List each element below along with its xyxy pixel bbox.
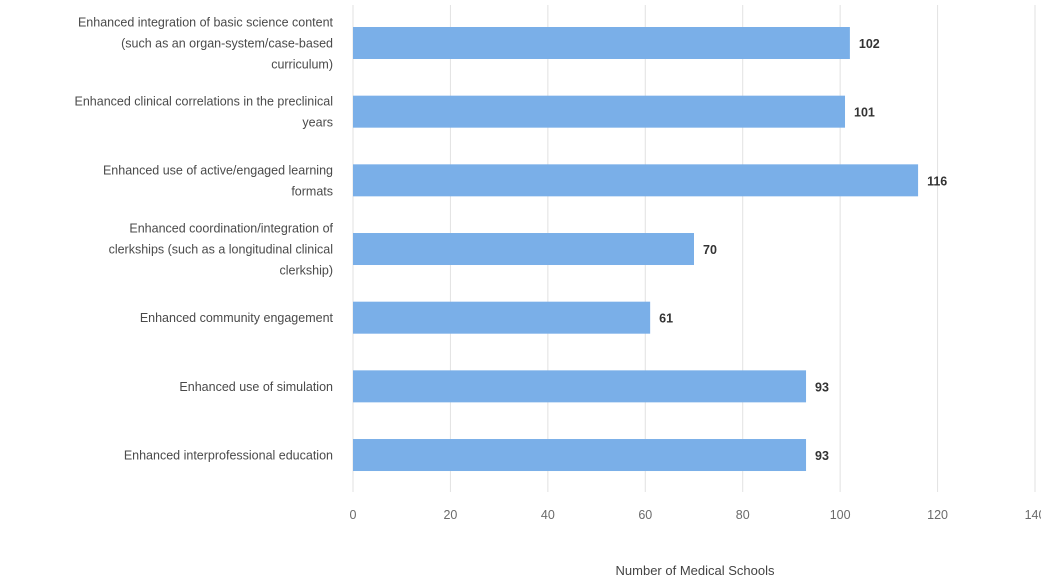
category-label-0-line-2: curriculum) [271,58,333,72]
data-label-3: 70 [703,243,717,257]
category-label-0-line-0: Enhanced integration of basic science co… [78,16,334,30]
x-axis-title: Number of Medical Schools [616,563,775,578]
bars [353,27,919,472]
bar-2 [353,164,919,197]
data-label-6: 93 [815,449,829,463]
bar-0 [353,27,850,59]
data-labels: 102 101 116 70 61 93 93 [659,37,947,463]
x-tick-label-80: 80 [736,508,750,522]
category-label-1-line-1: years [302,116,333,130]
data-label-0: 102 [859,37,880,51]
bar-1 [353,95,846,128]
category-label-1-line-0: Enhanced clinical correlations in the pr… [75,95,333,109]
category-label-0-line-1: (such as an organ-system/case-based [121,37,333,51]
category-label-3-line-2: clerkship) [280,264,334,278]
x-tick-label-120: 120 [927,508,948,522]
category-labels: Enhanced integration of basic science co… [75,16,334,463]
x-tick-label-100: 100 [830,508,851,522]
x-tick-label-60: 60 [638,508,652,522]
category-label-6-line-0: Enhanced interprofessional education [124,449,333,463]
data-label-4: 61 [659,312,673,326]
data-label-1: 101 [854,106,875,120]
x-tick-label-140: 140 [1025,508,1041,522]
x-tick-label-20: 20 [443,508,457,522]
category-label-3-line-0: Enhanced coordination/integration of [129,222,333,236]
category-label-3-line-1: clerkships (such as a longitudinal clini… [109,243,333,257]
data-label-5: 93 [815,380,829,394]
x-tick-label-0: 0 [350,508,357,522]
category-label-4-line-0: Enhanced community engagement [140,311,334,325]
category-label-5-line-0: Enhanced use of simulation [179,380,333,394]
bar-5 [353,370,807,403]
x-axis-ticks: 0 20 40 60 80 100 120 140 [350,508,1041,522]
data-label-2: 116 [927,174,947,188]
bar-3 [353,233,694,266]
bar-4 [353,301,651,334]
category-label-2-line-0: Enhanced use of active/engaged learning [103,163,333,177]
x-tick-label-40: 40 [541,508,555,522]
category-label-2-line-1: formats [291,184,333,198]
bar-6 [353,439,807,472]
